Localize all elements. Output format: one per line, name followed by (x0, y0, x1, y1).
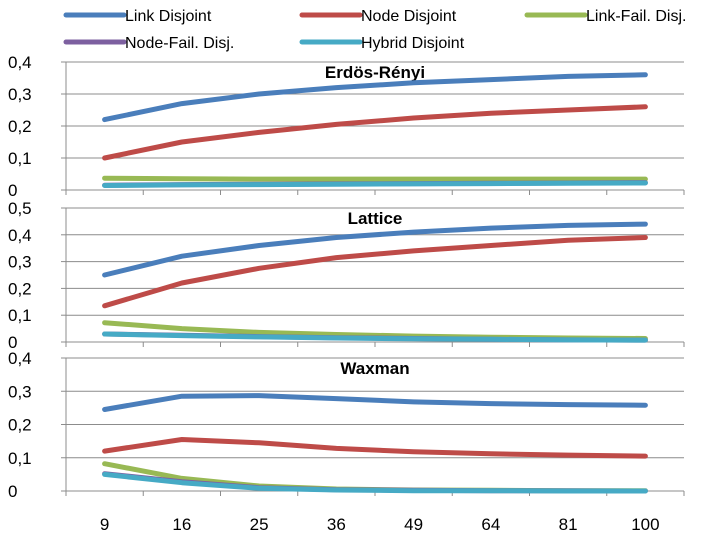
x-tick-label: 49 (404, 515, 423, 534)
y-tick-label: 0,3 (8, 253, 32, 272)
legend-label: Link Disjoint (125, 8, 212, 25)
y-tick-label: 0,5 (8, 199, 32, 218)
x-tick-label: 9 (100, 515, 109, 534)
series-line-link-fail-disj (102, 461, 648, 494)
x-tick-label: 16 (172, 515, 191, 534)
x-tick-label: 25 (250, 515, 269, 534)
series-line-node-disjoint (102, 104, 648, 161)
y-tick-label: 0,4 (8, 226, 32, 245)
chart-panels: 0 0,1 0,2 0,3 0,4 Erdös-Rényi 0 0,1 0,2 0,3 0,4 0,5… (8, 53, 685, 501)
panel-title: Erdös-Rényi (325, 63, 425, 82)
y-tick-label: 0 (8, 482, 17, 501)
x-tick-label: 100 (631, 515, 659, 534)
legend: Link Disjoint Node Disjoint Link-Fail. Dis… (63, 8, 686, 52)
series-line-hybrid-disjoint (102, 471, 648, 494)
y-tick-label: 0,1 (8, 306, 32, 325)
y-tick-label: 0,4 (8, 349, 32, 368)
panel-waxman: 0 0,1 0,2 0,3 0,4 Waxman (8, 349, 685, 501)
legend-item-hybrid-disjoint: Hybrid Disjoint (299, 35, 465, 52)
series-line-hybrid-disjoint (102, 331, 648, 343)
legend-label: Hybrid Disjoint (361, 35, 465, 52)
panel-title: Waxman (340, 359, 409, 378)
y-tick-label: 0 (8, 333, 17, 352)
series-line-link-fail-disj (102, 175, 648, 182)
y-tick-label: 0,3 (8, 382, 32, 401)
y-tick-label: 0,2 (8, 279, 32, 298)
legend-label: Link-Fail. Disj. (586, 8, 686, 25)
legend-item-link-fail-disj: Link-Fail. Disj. (524, 8, 686, 25)
y-tick-label: 0,1 (8, 449, 32, 468)
legend-label: Node Disjoint (361, 8, 457, 25)
x-axis-tick-labels: 9 16 25 36 49 64 81 100 (100, 515, 660, 534)
legend-item-node-fail-disj: Node-Fail. Disj. (63, 35, 234, 52)
series-line-link-disjoint (102, 393, 648, 412)
legend-item-link-disjoint: Link Disjoint (63, 8, 212, 25)
y-tick-label: 0,3 (8, 85, 32, 104)
y-tick-label: 0,4 (8, 53, 32, 72)
y-tick-label: 0,2 (8, 416, 32, 435)
x-tick-label: 36 (327, 515, 346, 534)
legend-item-node-disjoint: Node Disjoint (299, 8, 457, 25)
x-tick-label: 64 (481, 515, 500, 534)
panel-title: Lattice (348, 209, 403, 228)
panel-erd-s-r-nyi: 0 0,1 0,2 0,3 0,4 Erdös-Rényi (8, 53, 685, 200)
series-line-link-disjoint (102, 72, 648, 123)
series-line-node-disjoint (102, 235, 648, 309)
series-line-node-disjoint (102, 437, 648, 459)
panel-lattice: 0 0,1 0,2 0,3 0,4 0,5 Lattice (8, 199, 685, 352)
series-line-link-disjoint (102, 221, 648, 278)
legend-label: Node-Fail. Disj. (125, 35, 234, 52)
y-tick-label: 0,1 (8, 149, 32, 168)
y-tick-label: 0,2 (8, 117, 32, 136)
x-tick-label: 81 (559, 515, 578, 534)
y-tick-label: 0 (8, 181, 17, 200)
series-line-hybrid-disjoint (102, 180, 648, 188)
